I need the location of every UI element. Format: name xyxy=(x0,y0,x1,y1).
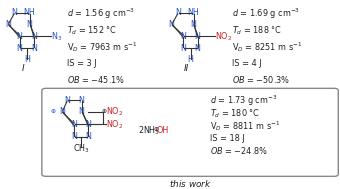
Text: $OB$ = −50.3%: $OB$ = −50.3% xyxy=(232,74,291,85)
Text: NO$_2$: NO$_2$ xyxy=(215,30,232,43)
Text: N: N xyxy=(195,32,201,41)
Text: N: N xyxy=(190,20,196,29)
Text: V$_D$ = 8251 m s$^{-1}$: V$_D$ = 8251 m s$^{-1}$ xyxy=(232,40,303,54)
Text: N: N xyxy=(17,32,22,41)
Text: N: N xyxy=(180,44,186,53)
Text: N: N xyxy=(11,8,17,17)
Text: $d$ = 1.73 g cm$^{-3}$: $d$ = 1.73 g cm$^{-3}$ xyxy=(210,94,278,108)
Text: ⊕: ⊕ xyxy=(50,109,55,114)
Text: $d$ = 1.69 g cm$^{-3}$: $d$ = 1.69 g cm$^{-3}$ xyxy=(232,7,300,21)
Text: IS = 3 J: IS = 3 J xyxy=(67,60,97,68)
Text: N: N xyxy=(71,120,77,129)
Text: NH: NH xyxy=(187,8,199,17)
Text: $OB$ = −24.8%: $OB$ = −24.8% xyxy=(210,145,269,156)
Text: N: N xyxy=(71,132,77,141)
Text: ⊕: ⊕ xyxy=(101,109,106,114)
Text: V$_D$ = 8811 m s$^{-1}$: V$_D$ = 8811 m s$^{-1}$ xyxy=(210,119,280,133)
Text: $\it{this\ work}$: $\it{this\ work}$ xyxy=(169,177,212,189)
Text: $d$ = 1.56 g cm$^{-3}$: $d$ = 1.56 g cm$^{-3}$ xyxy=(67,7,135,21)
Text: NO$_2$: NO$_2$ xyxy=(106,105,123,118)
Text: N: N xyxy=(85,120,91,129)
FancyBboxPatch shape xyxy=(42,88,338,176)
Text: $T_d$ = 152 °C: $T_d$ = 152 °C xyxy=(67,24,117,37)
Text: N: N xyxy=(31,44,37,53)
Text: $T_d$ = 180 °C: $T_d$ = 180 °C xyxy=(210,107,261,120)
Text: N: N xyxy=(180,32,186,41)
Text: N: N xyxy=(64,96,70,105)
Text: $T_d$ = 188 °C: $T_d$ = 188 °C xyxy=(232,24,283,37)
Text: N: N xyxy=(79,96,84,105)
Text: H: H xyxy=(24,55,30,64)
Text: N$_3$: N$_3$ xyxy=(51,30,63,43)
Text: NH: NH xyxy=(23,8,35,17)
Text: 2NH$_3$: 2NH$_3$ xyxy=(138,124,160,137)
Text: IS = 4 J: IS = 4 J xyxy=(232,60,262,68)
Text: OH: OH xyxy=(156,126,169,135)
Text: N: N xyxy=(169,20,175,29)
Text: N: N xyxy=(5,20,11,29)
Text: N: N xyxy=(31,32,37,41)
Text: N: N xyxy=(59,107,65,116)
Text: N: N xyxy=(17,44,22,53)
Text: N: N xyxy=(175,8,181,17)
Text: N: N xyxy=(27,20,32,29)
Text: N: N xyxy=(79,107,84,116)
Text: CH$_3$: CH$_3$ xyxy=(73,142,90,155)
Text: V$_D$ = 7963 m s$^{-1}$: V$_D$ = 7963 m s$^{-1}$ xyxy=(67,40,137,54)
Text: N: N xyxy=(195,44,201,53)
Text: NO$_2$: NO$_2$ xyxy=(106,118,123,131)
Text: II: II xyxy=(184,64,189,73)
Text: ⊕: ⊕ xyxy=(154,127,159,132)
Text: I: I xyxy=(22,64,24,73)
Text: IS = 18 J: IS = 18 J xyxy=(210,134,245,143)
Text: N: N xyxy=(85,132,91,141)
Text: H: H xyxy=(188,55,193,64)
Text: $OB$ = −45.1%: $OB$ = −45.1% xyxy=(67,74,125,85)
